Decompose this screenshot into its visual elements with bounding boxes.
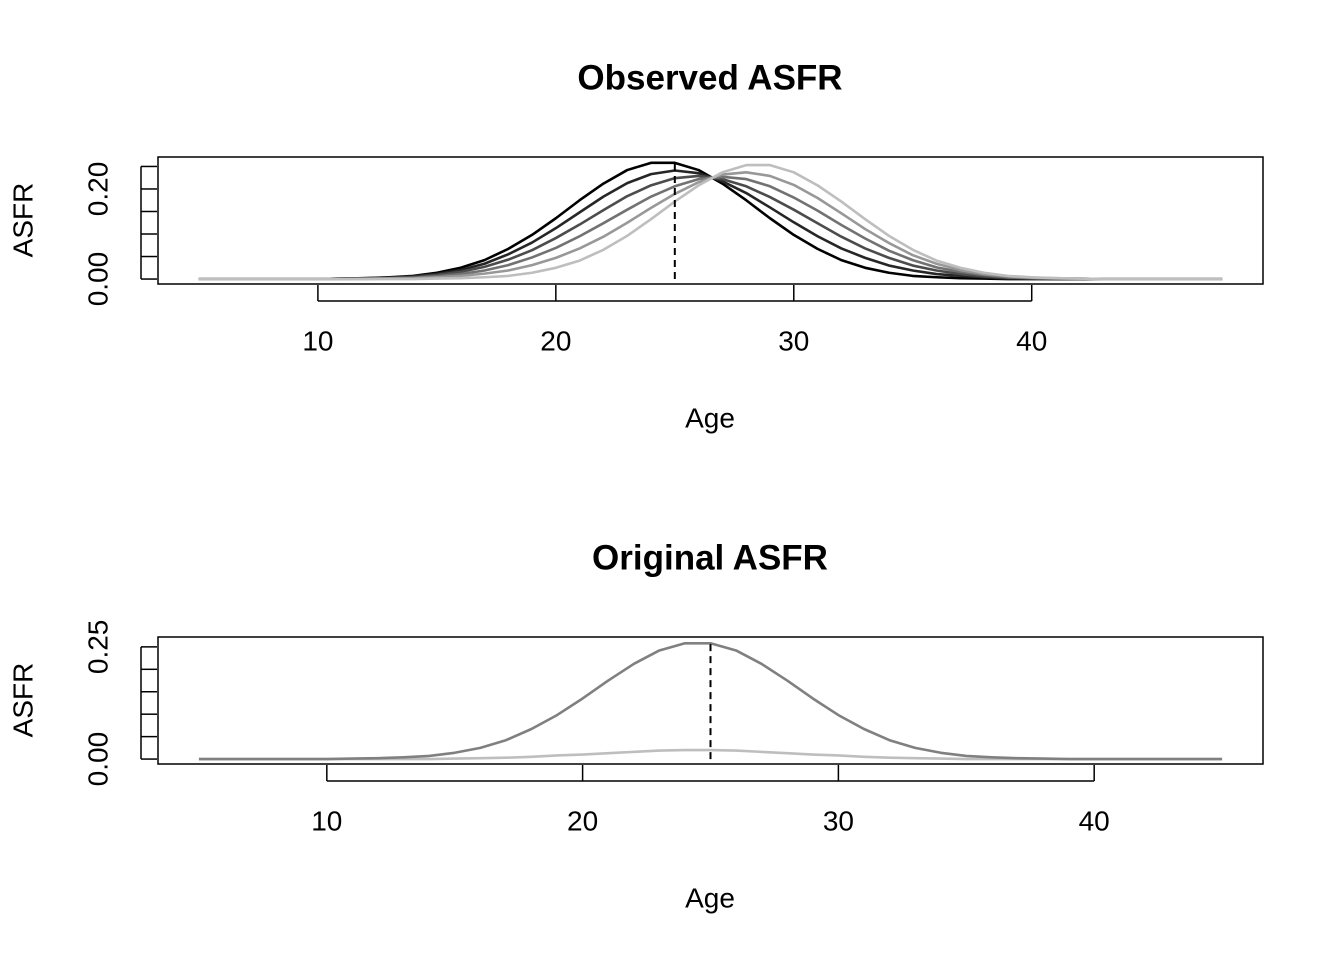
x-tick-label: 10 — [302, 325, 333, 356]
x-tick-label: 30 — [778, 325, 809, 356]
x-tick-label: 40 — [1016, 325, 1047, 356]
x-tick-label: 20 — [567, 805, 598, 836]
y-tick-label: 0.25 — [82, 620, 113, 675]
series-line — [198, 175, 1223, 281]
x-axis-label: Age — [685, 882, 735, 913]
x-axis-label: Age — [685, 402, 735, 433]
series-line — [198, 163, 1223, 281]
plot-box — [157, 636, 1264, 765]
y-axis-label: ASFR — [7, 183, 38, 258]
chart-title: Observed ASFR — [577, 58, 842, 97]
y-axis-label: ASFR — [7, 663, 38, 738]
series-line — [198, 641, 1223, 761]
x-tick-label: 10 — [311, 805, 342, 836]
series-line — [198, 174, 1223, 281]
series-line — [198, 171, 1223, 281]
chart-title: Original ASFR — [592, 538, 828, 577]
x-tick-label: 40 — [1079, 805, 1110, 836]
x-tick-label: 20 — [540, 325, 571, 356]
x-tick-label: 30 — [823, 805, 854, 836]
y-tick-label: 0.20 — [82, 162, 113, 217]
y-tick-label: 0.00 — [82, 252, 113, 307]
plot-box — [157, 156, 1264, 285]
y-tick-label: 0.00 — [82, 732, 113, 787]
series-line — [198, 169, 1223, 281]
